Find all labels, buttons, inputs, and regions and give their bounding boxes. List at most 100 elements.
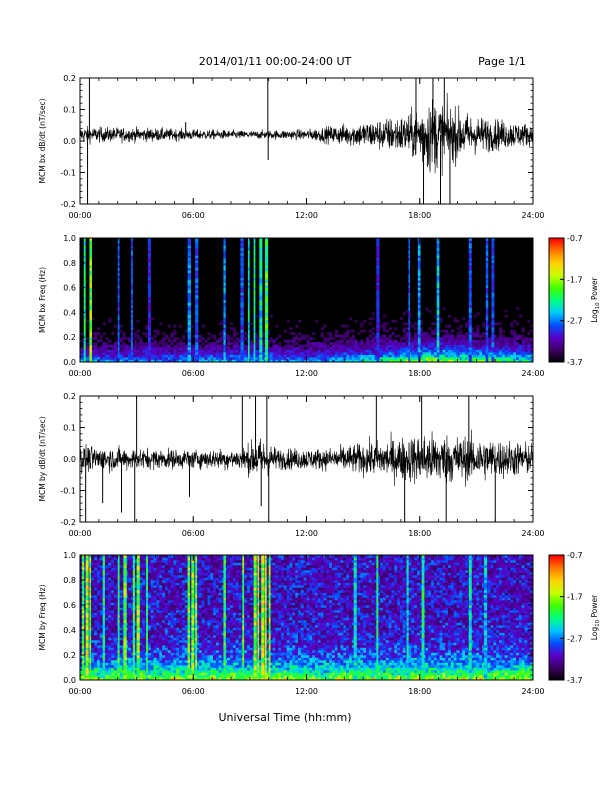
heatmap-cell <box>360 354 364 358</box>
heatmap-cell <box>130 615 135 618</box>
heatmap-cell <box>142 562 146 566</box>
heatmap-cell <box>170 582 174 586</box>
heatmap-cell <box>179 630 183 633</box>
heatmap-cell <box>139 670 143 673</box>
spectral-band <box>417 349 421 353</box>
heatmap-cell <box>286 357 290 360</box>
heatmap-cell <box>153 607 157 611</box>
heatmap-cell <box>162 359 166 363</box>
heatmap-cell <box>346 342 350 345</box>
heatmap-cell <box>91 652 95 656</box>
heatmap-cell <box>431 332 435 336</box>
heatmap-cell <box>391 344 395 348</box>
heatmap-cell <box>128 630 132 633</box>
spectral-band <box>491 255 495 259</box>
heatmap-cell <box>136 334 140 338</box>
heatmap-cell <box>176 662 180 666</box>
spectral-band <box>147 332 151 336</box>
spectral-band <box>89 290 92 293</box>
heatmap-cell <box>153 657 157 661</box>
heatmap-cell <box>445 357 449 360</box>
spectral-band <box>223 300 226 303</box>
heatmap-cell <box>150 580 154 583</box>
heatmap-cell <box>323 349 327 353</box>
spectral-band <box>264 309 269 313</box>
spectral-band <box>130 238 133 241</box>
heatmap-cell <box>133 670 137 673</box>
heatmap-cell <box>145 357 149 360</box>
heatmap-cell <box>198 357 203 360</box>
heatmap-cell <box>119 575 123 578</box>
heatmap-cell <box>130 605 135 608</box>
heatmap-cell <box>156 575 160 578</box>
heatmap-cell <box>162 647 166 651</box>
heatmap-cell <box>281 357 285 360</box>
heatmap-cell <box>357 354 361 358</box>
heatmap-cell <box>113 347 118 350</box>
heatmap-cell <box>422 337 426 340</box>
heatmap-cell <box>111 670 115 673</box>
heatmap-cell <box>479 344 483 348</box>
heatmap-cell <box>499 354 503 358</box>
spectral-band <box>468 260 472 264</box>
heatmap-cell <box>142 637 146 641</box>
spectral-band <box>240 344 244 348</box>
spectral-band <box>376 272 380 276</box>
y-tick-label: 0.1 <box>63 106 76 115</box>
spectral-band <box>253 309 256 313</box>
heatmap-cell <box>139 344 143 348</box>
heatmap-cell <box>96 562 101 566</box>
heatmap-cell <box>382 339 387 343</box>
heatmap-cell <box>337 347 341 350</box>
spectral-band <box>247 277 250 281</box>
spectral-band <box>485 300 489 303</box>
heatmap-cell <box>128 647 132 651</box>
spectral-band <box>417 317 421 321</box>
heatmap-cell <box>462 342 466 345</box>
heatmap-cell <box>125 665 129 668</box>
spectral-band <box>436 285 440 288</box>
spectral-band <box>117 262 120 266</box>
heatmap-cell <box>147 567 152 571</box>
heatmap-cell <box>130 600 135 603</box>
heatmap-cell <box>249 347 254 350</box>
heatmap-cell <box>130 565 135 568</box>
spectral-band <box>83 245 86 249</box>
spectral-band <box>376 287 380 291</box>
heatmap-cell <box>113 557 118 561</box>
heatmap-cell <box>266 322 270 326</box>
heatmap-cell <box>173 650 177 653</box>
heatmap-cell <box>224 349 228 353</box>
heatmap-cell <box>91 342 95 345</box>
heatmap-cell <box>153 580 157 583</box>
heatmap-cell <box>147 667 152 671</box>
spectral-band <box>264 238 269 241</box>
by-spectrogram-panel: 0.00.20.40.60.81.000:00 06:00 12:00 18:00 24… <box>38 551 545 696</box>
heatmap-cell <box>80 612 84 616</box>
heatmap-cell <box>105 622 109 626</box>
heatmap-cell <box>167 347 171 350</box>
heatmap-cell <box>249 352 254 355</box>
spectral-band <box>468 342 472 345</box>
heatmap-cell <box>105 665 109 668</box>
heatmap-cell <box>108 339 112 343</box>
heatmap-cell <box>334 339 338 343</box>
spectral-band <box>89 247 92 251</box>
heatmap-cell <box>96 587 101 591</box>
heatmap-cell <box>176 357 180 360</box>
heatmap-cell <box>521 352 525 355</box>
heatmap-cell <box>380 334 384 338</box>
heatmap-cell <box>255 339 259 343</box>
heatmap-cell <box>394 344 398 348</box>
heatmap-cell <box>513 337 517 340</box>
heatmap-cell <box>91 600 95 603</box>
spectral-band <box>187 282 191 286</box>
heatmap-cell <box>179 652 183 656</box>
heatmap-cell <box>450 349 455 353</box>
heatmap-cell <box>136 337 140 340</box>
heatmap-cell <box>331 359 336 363</box>
heatmap-cell <box>162 349 166 353</box>
heatmap-cell <box>128 665 132 668</box>
heatmap-cell <box>111 625 115 628</box>
heatmap-cell <box>147 585 152 588</box>
